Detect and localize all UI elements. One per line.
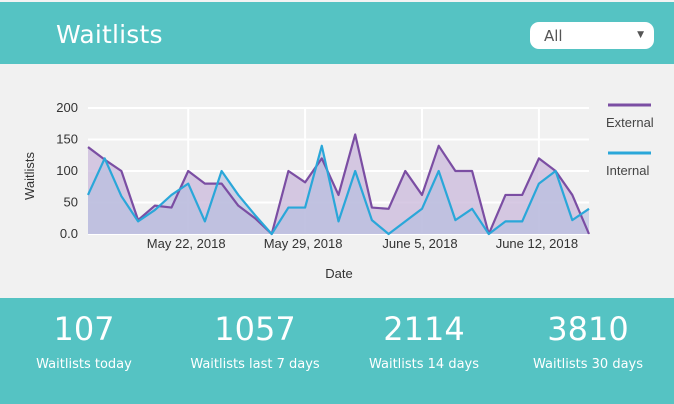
x-tick-label: May 22, 2018: [147, 236, 226, 251]
chart-panel: 200 150 100 50 0.0 May 22, 2018 May 29, 2018 Ju…: [0, 64, 674, 298]
internal-line: [86, 144, 590, 236]
stat-label: Waitlists today: [36, 357, 132, 372]
filter-select-value: All: [544, 27, 563, 45]
y-tick-label: 0.0: [60, 226, 78, 241]
stat-value: 1057: [214, 310, 296, 348]
header-bar: Waitlists All ▼: [0, 0, 674, 64]
internal-area: [88, 145, 589, 234]
stats-bar: 107 Waitlists today 1057 Waitlists last …: [0, 298, 674, 404]
page-title: Waitlists: [56, 20, 163, 49]
stat-30-days: 3810 Waitlists 30 days: [513, 298, 663, 404]
y-tick-label: 150: [56, 132, 78, 147]
stat-value: 107: [53, 310, 115, 348]
x-tick-label: May 29, 2018: [264, 236, 343, 251]
waitlists-chart: 200 150 100 50 0.0 May 22, 2018 May 29, 2018 Ju…: [22, 100, 654, 281]
x-tick-label: June 12, 2018: [496, 236, 578, 251]
stat-value: 3810: [547, 310, 629, 348]
stat-14-days: 2114 Waitlists 14 days: [349, 298, 499, 404]
stat-7-days: 1057 Waitlists last 7 days: [180, 298, 330, 404]
filter-select[interactable]: All ▼: [530, 22, 654, 49]
external-line: [87, 133, 591, 236]
x-tick-label: June 5, 2018: [382, 236, 457, 251]
y-tick-label: 100: [56, 163, 78, 178]
chevron-down-icon: ▼: [637, 30, 644, 40]
legend-label-internal: Internal: [606, 163, 649, 178]
stat-label: Waitlists 14 days: [368, 357, 480, 372]
y-tick-label: 50: [64, 195, 78, 210]
stat-label: Waitlists last 7 days: [190, 357, 320, 372]
stat-today: 107 Waitlists today: [9, 298, 159, 404]
stat-label: Waitlists 30 days: [532, 357, 644, 372]
y-tick-label: 200: [56, 100, 78, 115]
x-axis-title: Date: [325, 266, 352, 281]
legend-label-external: External: [606, 115, 654, 130]
y-axis-title: Waitlists: [22, 152, 37, 200]
stat-value: 2114: [383, 310, 465, 348]
